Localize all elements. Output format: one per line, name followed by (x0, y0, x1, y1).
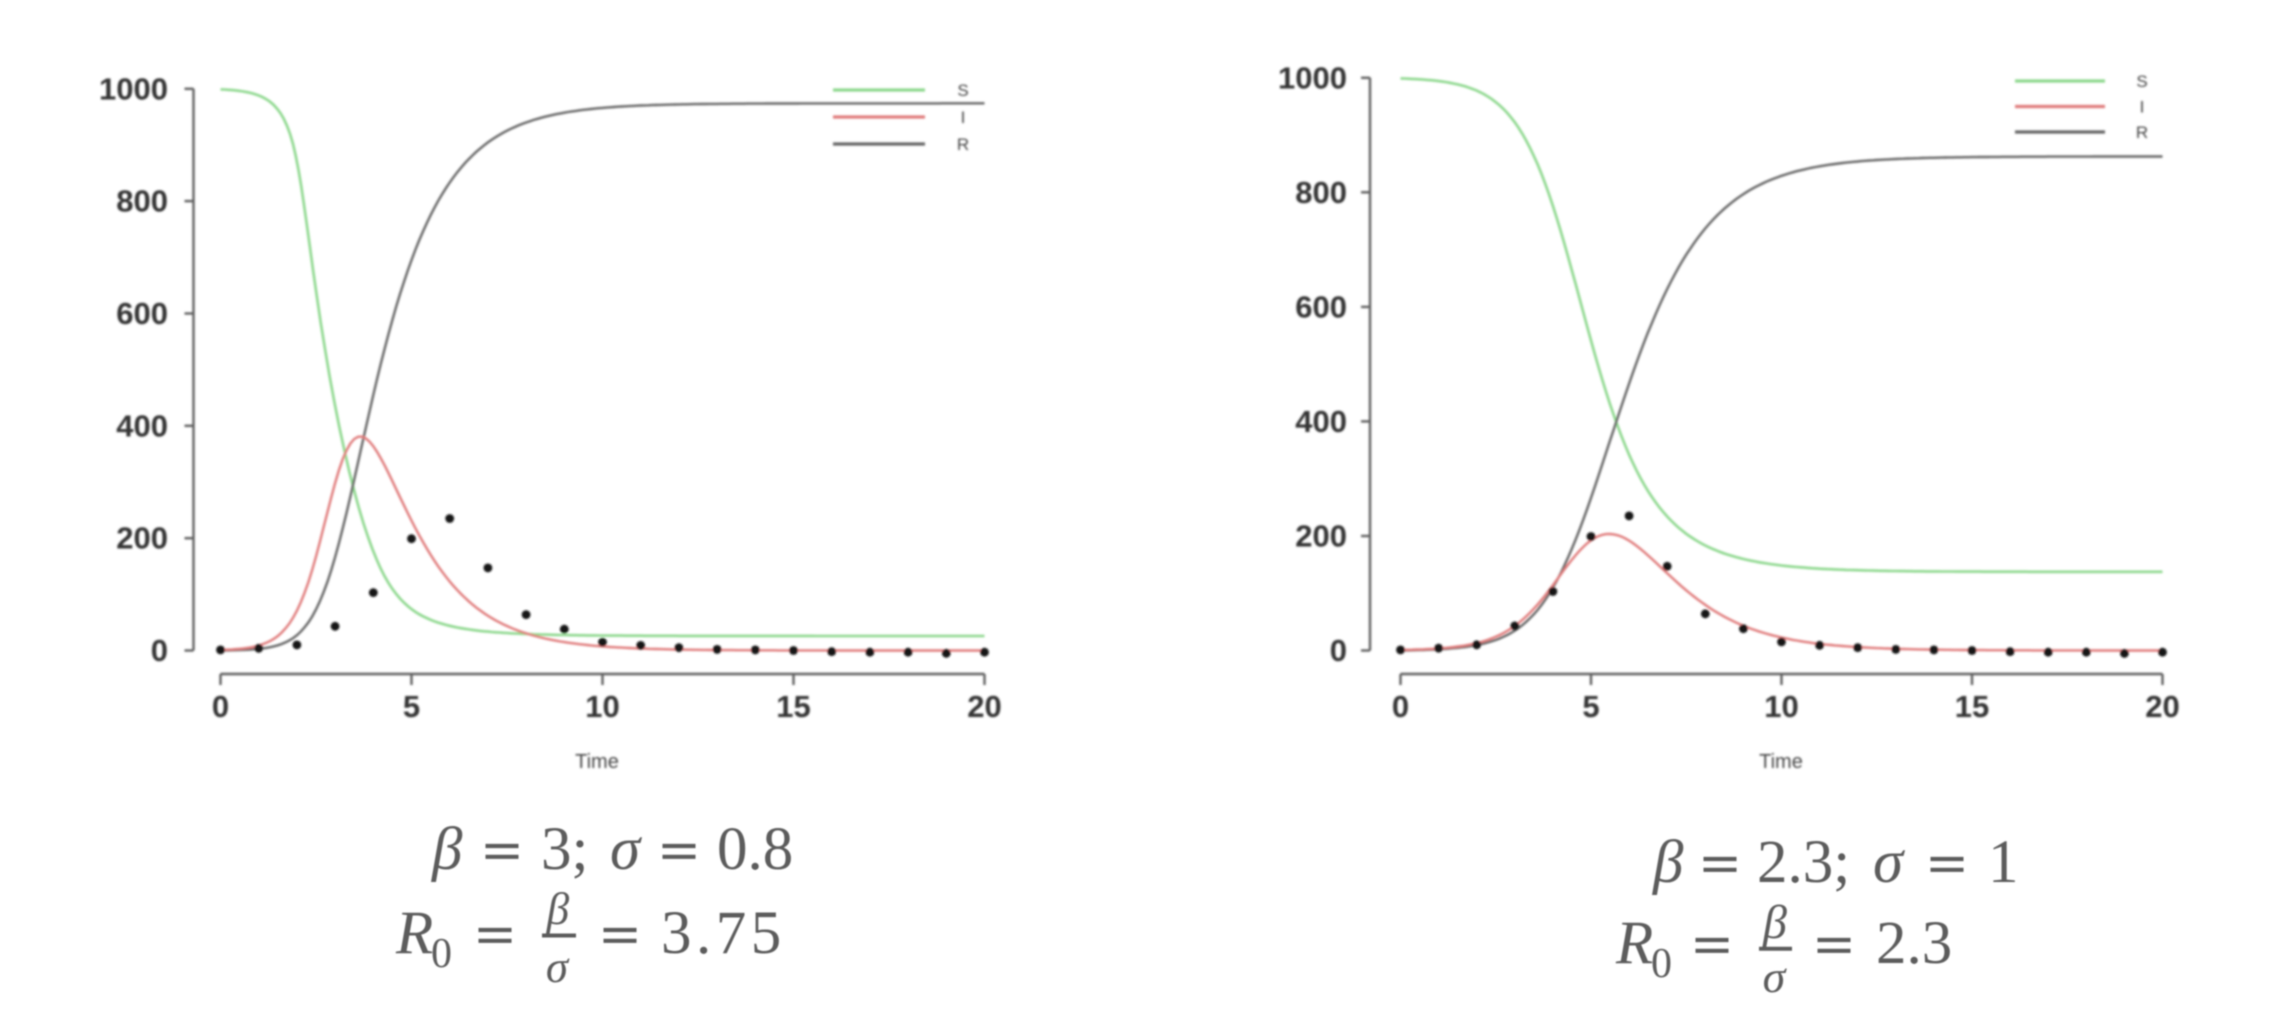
svg-text:S: S (957, 81, 968, 100)
svg-text:15: 15 (776, 689, 810, 724)
svg-text:1000: 1000 (99, 71, 168, 106)
svg-text:2.3: 2.3 (1876, 910, 1952, 977)
svg-text:R: R (1615, 910, 1653, 977)
svg-text:β: β (431, 816, 463, 883)
svg-text:800: 800 (116, 184, 168, 219)
svg-text:3;: 3; (541, 816, 588, 883)
svg-text:200: 200 (116, 521, 168, 556)
svg-text:200: 200 (1295, 519, 1347, 554)
svg-text:5: 5 (1582, 689, 1599, 724)
svg-text:800: 800 (1295, 175, 1347, 210)
svg-text:1000: 1000 (1278, 60, 1347, 95)
svg-text:R: R (2136, 123, 2148, 142)
svg-text:0: 0 (1651, 941, 1672, 987)
svg-text:0: 0 (151, 633, 168, 668)
svg-text:I: I (2140, 98, 2145, 117)
svg-text:20: 20 (2145, 689, 2179, 724)
svg-text:0: 0 (212, 689, 229, 724)
svg-text:β: β (546, 884, 570, 934)
svg-text:0: 0 (1330, 633, 1347, 668)
svg-text:20: 20 (967, 689, 1001, 724)
svg-text:10: 10 (1764, 689, 1798, 724)
svg-text:S: S (2136, 72, 2147, 91)
svg-text:0: 0 (431, 931, 452, 977)
svg-text:σ: σ (1763, 951, 1788, 1002)
svg-text:β: β (1762, 896, 1787, 949)
svg-text:10: 10 (585, 689, 619, 724)
svg-text:Time: Time (575, 751, 619, 773)
svg-text:0: 0 (1392, 689, 1409, 724)
svg-text:Time: Time (1759, 751, 1803, 773)
svg-text:R: R (957, 135, 969, 154)
svg-text:I: I (961, 108, 966, 127)
svg-text:σ: σ (610, 816, 643, 883)
svg-text:400: 400 (116, 408, 168, 443)
svg-text:600: 600 (1295, 289, 1347, 324)
svg-text:2.3;: 2.3; (1757, 829, 1850, 896)
svg-text:400: 400 (1295, 404, 1347, 439)
svg-text:1: 1 (1988, 829, 2019, 896)
svg-text:5: 5 (403, 689, 420, 724)
svg-text:β: β (1652, 829, 1684, 896)
svg-text:0.8: 0.8 (717, 816, 793, 883)
svg-text:σ: σ (546, 942, 570, 992)
svg-text:R: R (395, 900, 433, 967)
svg-text:15: 15 (1955, 689, 1989, 724)
svg-text:σ: σ (1873, 829, 1906, 896)
svg-text:600: 600 (116, 296, 168, 331)
svg-text:3.75: 3.75 (661, 900, 781, 967)
